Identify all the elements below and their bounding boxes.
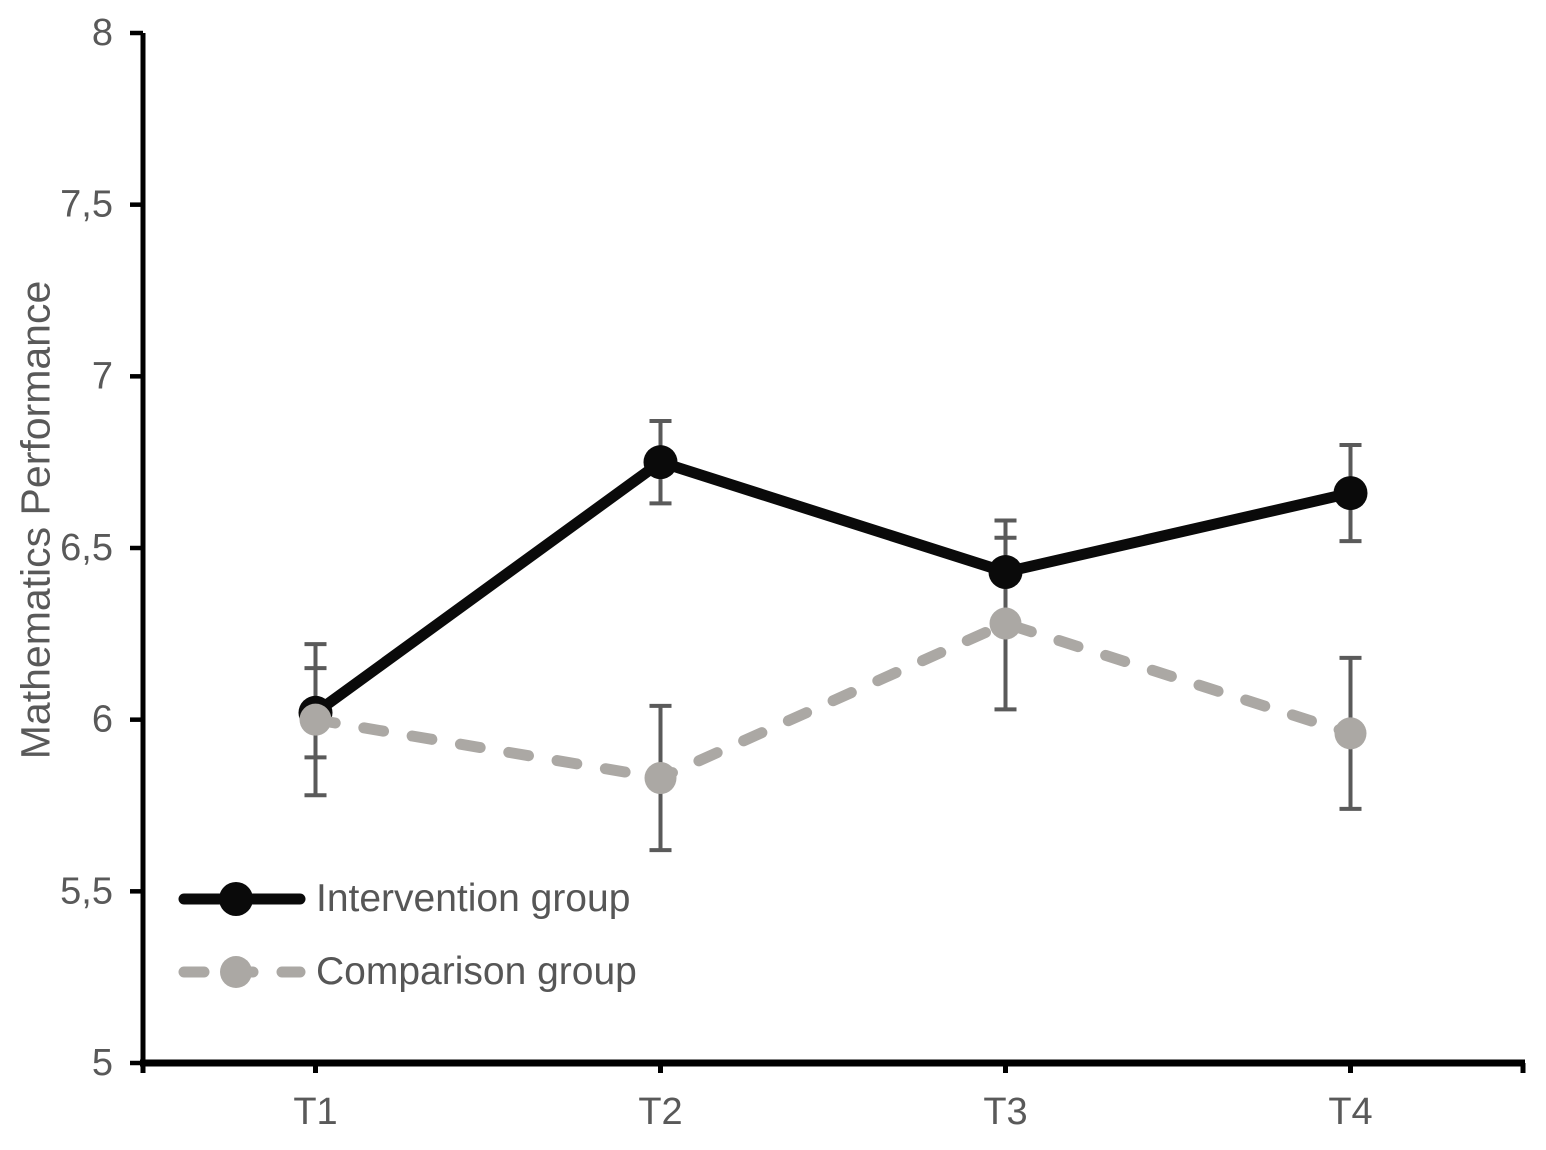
intervention-group-marker <box>1333 476 1368 511</box>
y-tick-label: 8 <box>92 12 113 54</box>
intervention-group-line <box>310 456 1356 719</box>
legend-item-comparison-group: Comparison group <box>178 949 637 995</box>
intervention-group-marker <box>643 445 678 480</box>
comparison-group-line <box>310 618 1356 784</box>
comparison-group-marker <box>299 703 332 736</box>
x-tick-label: T1 <box>293 1091 337 1133</box>
legend-item-intervention-group: Intervention group <box>178 876 637 922</box>
comparison-group-marker <box>644 762 677 795</box>
intervention-line-sample-icon <box>178 882 306 916</box>
comparison-group-marker <box>989 607 1022 640</box>
y-tick-label: 5,5 <box>60 870 113 912</box>
y-tick-label: 5 <box>92 1042 113 1084</box>
intervention-group-marker <box>988 555 1023 590</box>
y-tick-label: 7,5 <box>60 184 113 226</box>
x-tick-label: T3 <box>983 1091 1027 1133</box>
y-tick-label: 7 <box>92 355 113 397</box>
y-tick-label: 6,5 <box>60 527 113 569</box>
x-tick-label: T4 <box>1328 1091 1372 1133</box>
y-tick-label: 6 <box>92 699 113 741</box>
comparison-line-sample-icon <box>178 956 306 988</box>
legend: Intervention group Comparison group <box>178 876 637 995</box>
y-axis-title: Mathematics Performance <box>12 280 59 760</box>
x-tick-label: T2 <box>638 1091 682 1133</box>
comparison-group-marker <box>1334 717 1367 750</box>
legend-label-comparison: Comparison group <box>316 950 637 993</box>
legend-label-intervention: Intervention group <box>316 877 631 920</box>
